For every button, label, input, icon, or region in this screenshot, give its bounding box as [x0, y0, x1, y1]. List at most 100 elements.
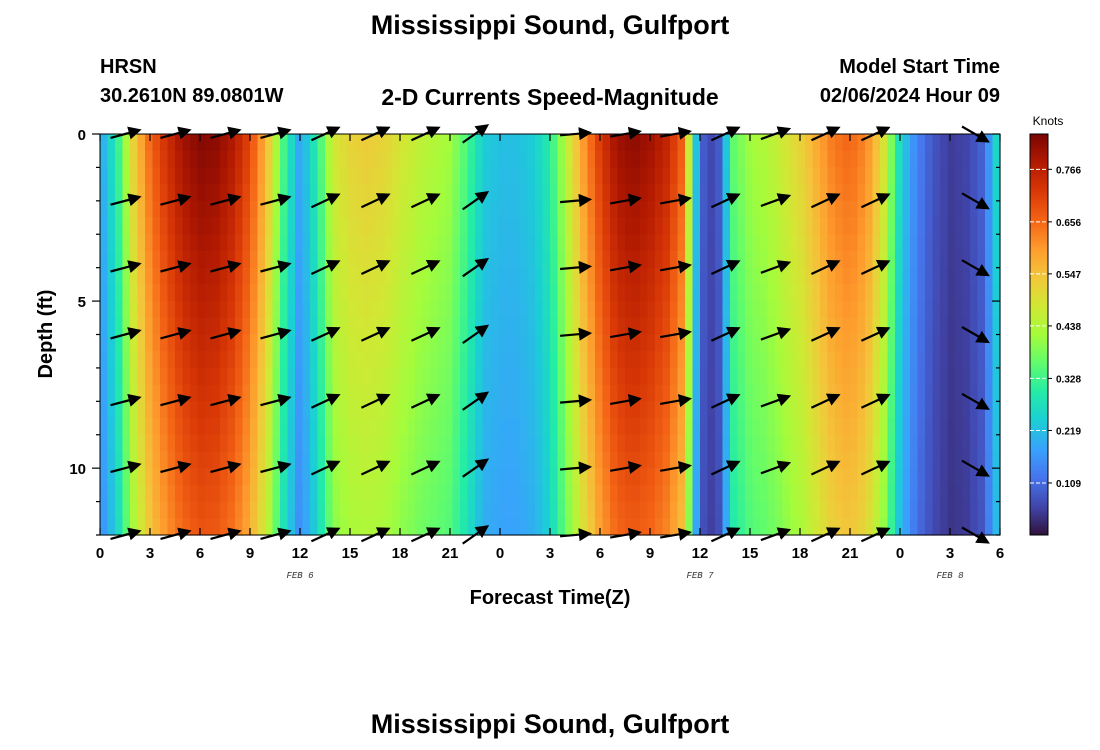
- heatmap-cell: [415, 150, 424, 169]
- heatmap-cell: [137, 200, 146, 219]
- heatmap-cell: [512, 384, 521, 402]
- heatmap-cell: [977, 518, 986, 536]
- heatmap-cell: [520, 234, 529, 252]
- heatmap-cell: [362, 351, 371, 369]
- heatmap-cell: [295, 418, 304, 436]
- heatmap-cell: [385, 167, 394, 185]
- heatmap-cell: [407, 217, 416, 235]
- heatmap-cell: [940, 501, 949, 519]
- heatmap-cell: [782, 200, 791, 219]
- heatmap-cell: [947, 434, 956, 453]
- heatmap-cell: [610, 484, 619, 503]
- heatmap-cell: [497, 484, 506, 503]
- current-vector-arrow: [360, 326, 391, 342]
- heatmap-cell: [115, 434, 124, 453]
- heatmap-cell: [182, 501, 191, 519]
- heatmap-cell: [107, 267, 116, 285]
- heatmap-cell: [910, 384, 919, 402]
- heatmap-cell: [347, 501, 356, 519]
- heatmap-cell: [167, 184, 176, 202]
- heatmap-cell: [122, 468, 131, 486]
- heatmap-cell: [557, 301, 566, 319]
- heatmap-cell: [257, 200, 266, 219]
- heatmap-cell: [115, 418, 124, 436]
- heatmap-cell: [197, 468, 206, 486]
- heatmap-cell: [572, 401, 581, 419]
- heatmap-cell: [940, 384, 949, 402]
- heatmap-cell: [400, 301, 409, 319]
- heatmap-cell: [895, 384, 904, 402]
- heatmap-cell: [685, 367, 694, 386]
- heatmap-cell: [625, 250, 634, 269]
- heatmap-cell: [152, 150, 161, 169]
- heatmap-cell: [160, 468, 169, 486]
- heatmap-cell: [257, 317, 266, 336]
- heatmap-cell: [782, 184, 791, 202]
- heatmap-cell: [692, 267, 701, 285]
- heatmap-cell: [340, 518, 349, 536]
- heatmap-cell: [542, 518, 551, 536]
- heatmap-cell: [550, 501, 559, 519]
- heatmap-cell: [415, 134, 424, 152]
- heatmap-cell: [925, 418, 934, 436]
- heatmap-cell: [662, 518, 671, 536]
- heatmap-cell: [100, 267, 109, 285]
- heatmap-cell: [790, 184, 799, 202]
- heatmap-cell: [707, 234, 716, 252]
- heatmap-cell: [377, 468, 386, 486]
- heatmap-cell: [707, 184, 716, 202]
- heatmap-cell: [445, 518, 454, 536]
- heatmap-cell: [152, 451, 161, 469]
- heatmap-cell: [992, 334, 1001, 352]
- heatmap-cell: [130, 184, 139, 202]
- heatmap-cell: [272, 250, 281, 269]
- heatmap-cell: [820, 301, 829, 319]
- heatmap-cell: [182, 401, 191, 419]
- heatmap-cell: [512, 434, 521, 453]
- current-vector-arrow: [810, 193, 841, 209]
- heatmap-cell: [910, 351, 919, 369]
- heatmap-cell: [617, 184, 626, 202]
- heatmap-cell: [497, 501, 506, 519]
- heatmap-cell: [107, 284, 116, 302]
- heatmap-cell: [550, 434, 559, 453]
- heatmap-cell: [970, 200, 979, 219]
- heatmap-cell: [242, 484, 251, 503]
- heatmap-cell: [535, 468, 544, 486]
- heatmap-cell: [655, 301, 664, 319]
- heatmap-cell: [940, 234, 949, 252]
- heatmap-cell: [445, 418, 454, 436]
- heatmap-cell: [595, 468, 604, 486]
- heatmap-cell: [722, 184, 731, 202]
- heatmap-cell: [392, 200, 401, 219]
- heatmap-cell: [692, 200, 701, 219]
- heatmap-cell: [325, 217, 334, 235]
- heatmap-cell: [700, 334, 709, 352]
- heatmap-cell: [467, 484, 476, 503]
- heatmap-cell: [737, 334, 746, 352]
- heatmap-cell: [340, 468, 349, 486]
- heatmap-cell: [272, 367, 281, 386]
- heatmap-cell: [310, 451, 319, 469]
- heatmap-cell: [422, 134, 431, 152]
- heatmap-cell: [602, 367, 611, 386]
- heatmap-cell: [242, 451, 251, 469]
- heatmap-cell: [167, 167, 176, 185]
- heatmap-cell: [430, 150, 439, 169]
- heatmap-cell: [550, 200, 559, 219]
- heatmap-cell: [505, 518, 514, 536]
- heatmap-cell: [940, 418, 949, 436]
- heatmap-cell: [460, 418, 469, 436]
- current-vector-arrow: [760, 460, 792, 475]
- heatmap-cell: [872, 284, 881, 302]
- x-tick-label: 3: [946, 545, 954, 562]
- heatmap-cell: [137, 301, 146, 319]
- heatmap-cell: [137, 234, 146, 252]
- heatmap-cell: [940, 284, 949, 302]
- heatmap-cell: [647, 418, 656, 436]
- heatmap-cell: [287, 334, 296, 352]
- heatmap-cell: [910, 418, 919, 436]
- heatmap-cell: [527, 351, 536, 369]
- heatmap-cell: [482, 351, 491, 369]
- current-vector-arrow: [610, 394, 642, 408]
